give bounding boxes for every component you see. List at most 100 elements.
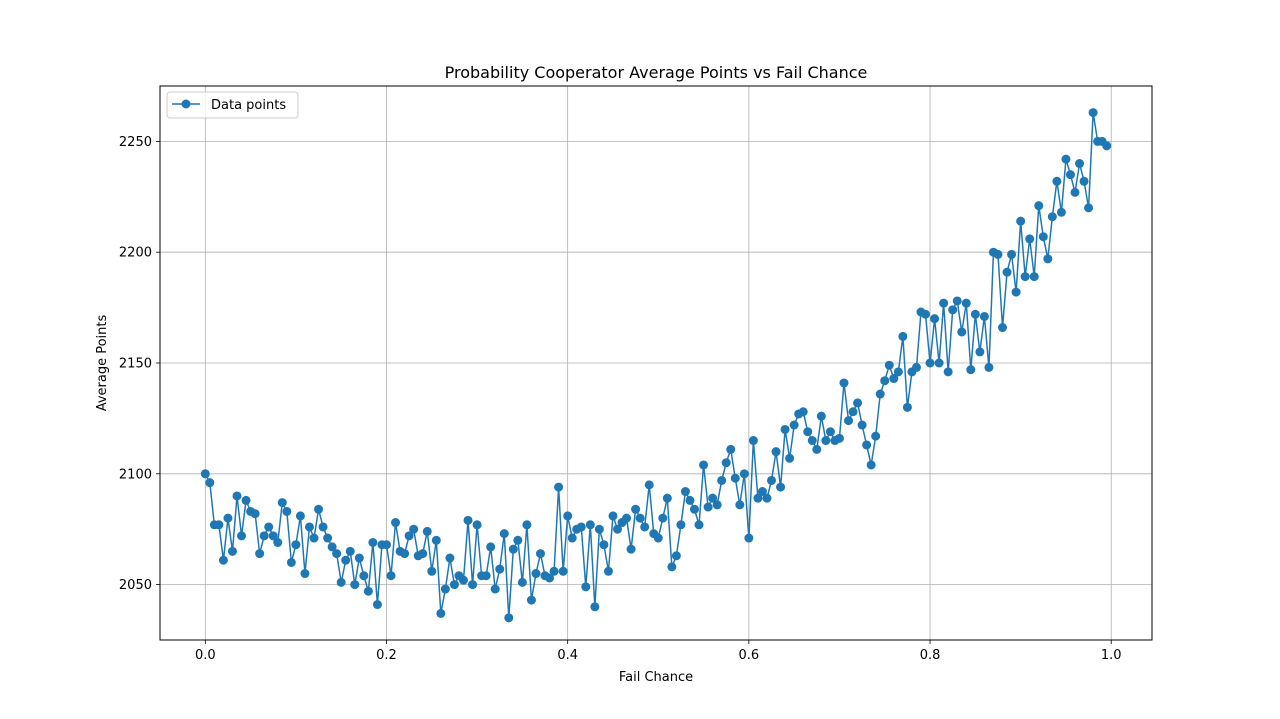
data-point [590, 602, 600, 612]
data-point [902, 402, 912, 412]
data-point [739, 469, 749, 479]
gridlines [160, 86, 1152, 640]
data-point [785, 453, 795, 463]
data-point [744, 533, 754, 543]
data-point [472, 520, 482, 530]
data-point [626, 544, 636, 554]
data-point [921, 309, 931, 319]
data-point [567, 533, 577, 543]
data-point [1079, 176, 1089, 186]
data-point [576, 522, 586, 532]
data-point [844, 416, 854, 426]
data-point [264, 522, 274, 532]
data-point [653, 533, 663, 543]
data-point [327, 542, 337, 552]
data-point [662, 493, 672, 503]
data-point [948, 305, 958, 315]
x-tick-label: 0.6 [739, 648, 760, 663]
y-tick-label: 2100 [119, 467, 152, 482]
data-point [1052, 176, 1062, 186]
data-point [558, 566, 568, 576]
data-point [495, 564, 505, 574]
data-point [957, 327, 967, 337]
data-point [449, 580, 459, 590]
data-point [237, 531, 247, 541]
data-point [354, 553, 364, 563]
data-point [970, 309, 980, 319]
data-point [671, 551, 681, 561]
y-tick-label: 2250 [119, 135, 152, 150]
data-point [277, 498, 287, 508]
data-point [816, 411, 826, 421]
data-point [554, 482, 564, 492]
data-point [699, 460, 709, 470]
data-point [993, 249, 1003, 259]
legend: Data points [166, 91, 299, 119]
data-point [436, 608, 446, 618]
y-tick-label: 2200 [119, 246, 152, 261]
data-point [282, 506, 292, 516]
data-point [368, 538, 378, 547]
data-point [1075, 159, 1085, 169]
data-point [889, 374, 899, 384]
data-point [717, 475, 727, 485]
data-point [635, 513, 645, 523]
data-point [984, 362, 994, 372]
data-point [762, 493, 772, 503]
data-point [499, 529, 509, 539]
data-point [445, 553, 455, 563]
data-point [309, 533, 319, 543]
data-point [930, 314, 940, 324]
data-point [812, 444, 822, 454]
data-point [1047, 212, 1057, 222]
series-data-points [200, 108, 1112, 623]
data-point [391, 518, 401, 528]
data-point [386, 571, 396, 581]
data-point [939, 298, 949, 308]
data-point [1043, 254, 1053, 264]
data-point [925, 358, 935, 368]
data-point [481, 571, 491, 581]
data-point [730, 473, 740, 483]
legend-marker [181, 99, 191, 109]
data-point [517, 577, 527, 587]
axis-ticks: 0.0 0.2 0.4 0.6 0.8 1.0 2050 2100 2150 2200 2250 [119, 135, 1122, 663]
data-point [798, 407, 808, 417]
data-point [1038, 232, 1048, 242]
data-point [825, 427, 835, 437]
data-point [834, 433, 844, 443]
data-point [789, 420, 799, 430]
data-point [585, 520, 595, 530]
data-point [703, 502, 713, 512]
data-point [522, 520, 532, 530]
data-point [513, 535, 523, 545]
data-point [232, 491, 242, 501]
data-point [893, 367, 903, 377]
data-point [1025, 234, 1035, 244]
data-point [468, 580, 478, 590]
data-point [712, 500, 722, 510]
x-tick-label: 0.4 [557, 648, 578, 663]
data-point [268, 531, 278, 541]
data-point [1102, 141, 1112, 151]
data-point [581, 582, 591, 592]
data-point [490, 584, 500, 594]
data-point [676, 520, 686, 530]
data-point [255, 549, 265, 559]
data-point [961, 298, 971, 308]
data-point [427, 566, 437, 576]
data-point [853, 398, 863, 408]
data-point [1034, 201, 1044, 211]
data-point [1088, 108, 1098, 118]
data-point [979, 311, 989, 321]
data-point [381, 540, 391, 550]
data-point [966, 365, 976, 375]
data-point [241, 495, 251, 505]
data-point [286, 557, 296, 567]
data-point [549, 566, 559, 576]
data-point [998, 323, 1008, 333]
data-point [314, 504, 324, 514]
data-point [803, 427, 813, 437]
data-point [875, 389, 885, 399]
